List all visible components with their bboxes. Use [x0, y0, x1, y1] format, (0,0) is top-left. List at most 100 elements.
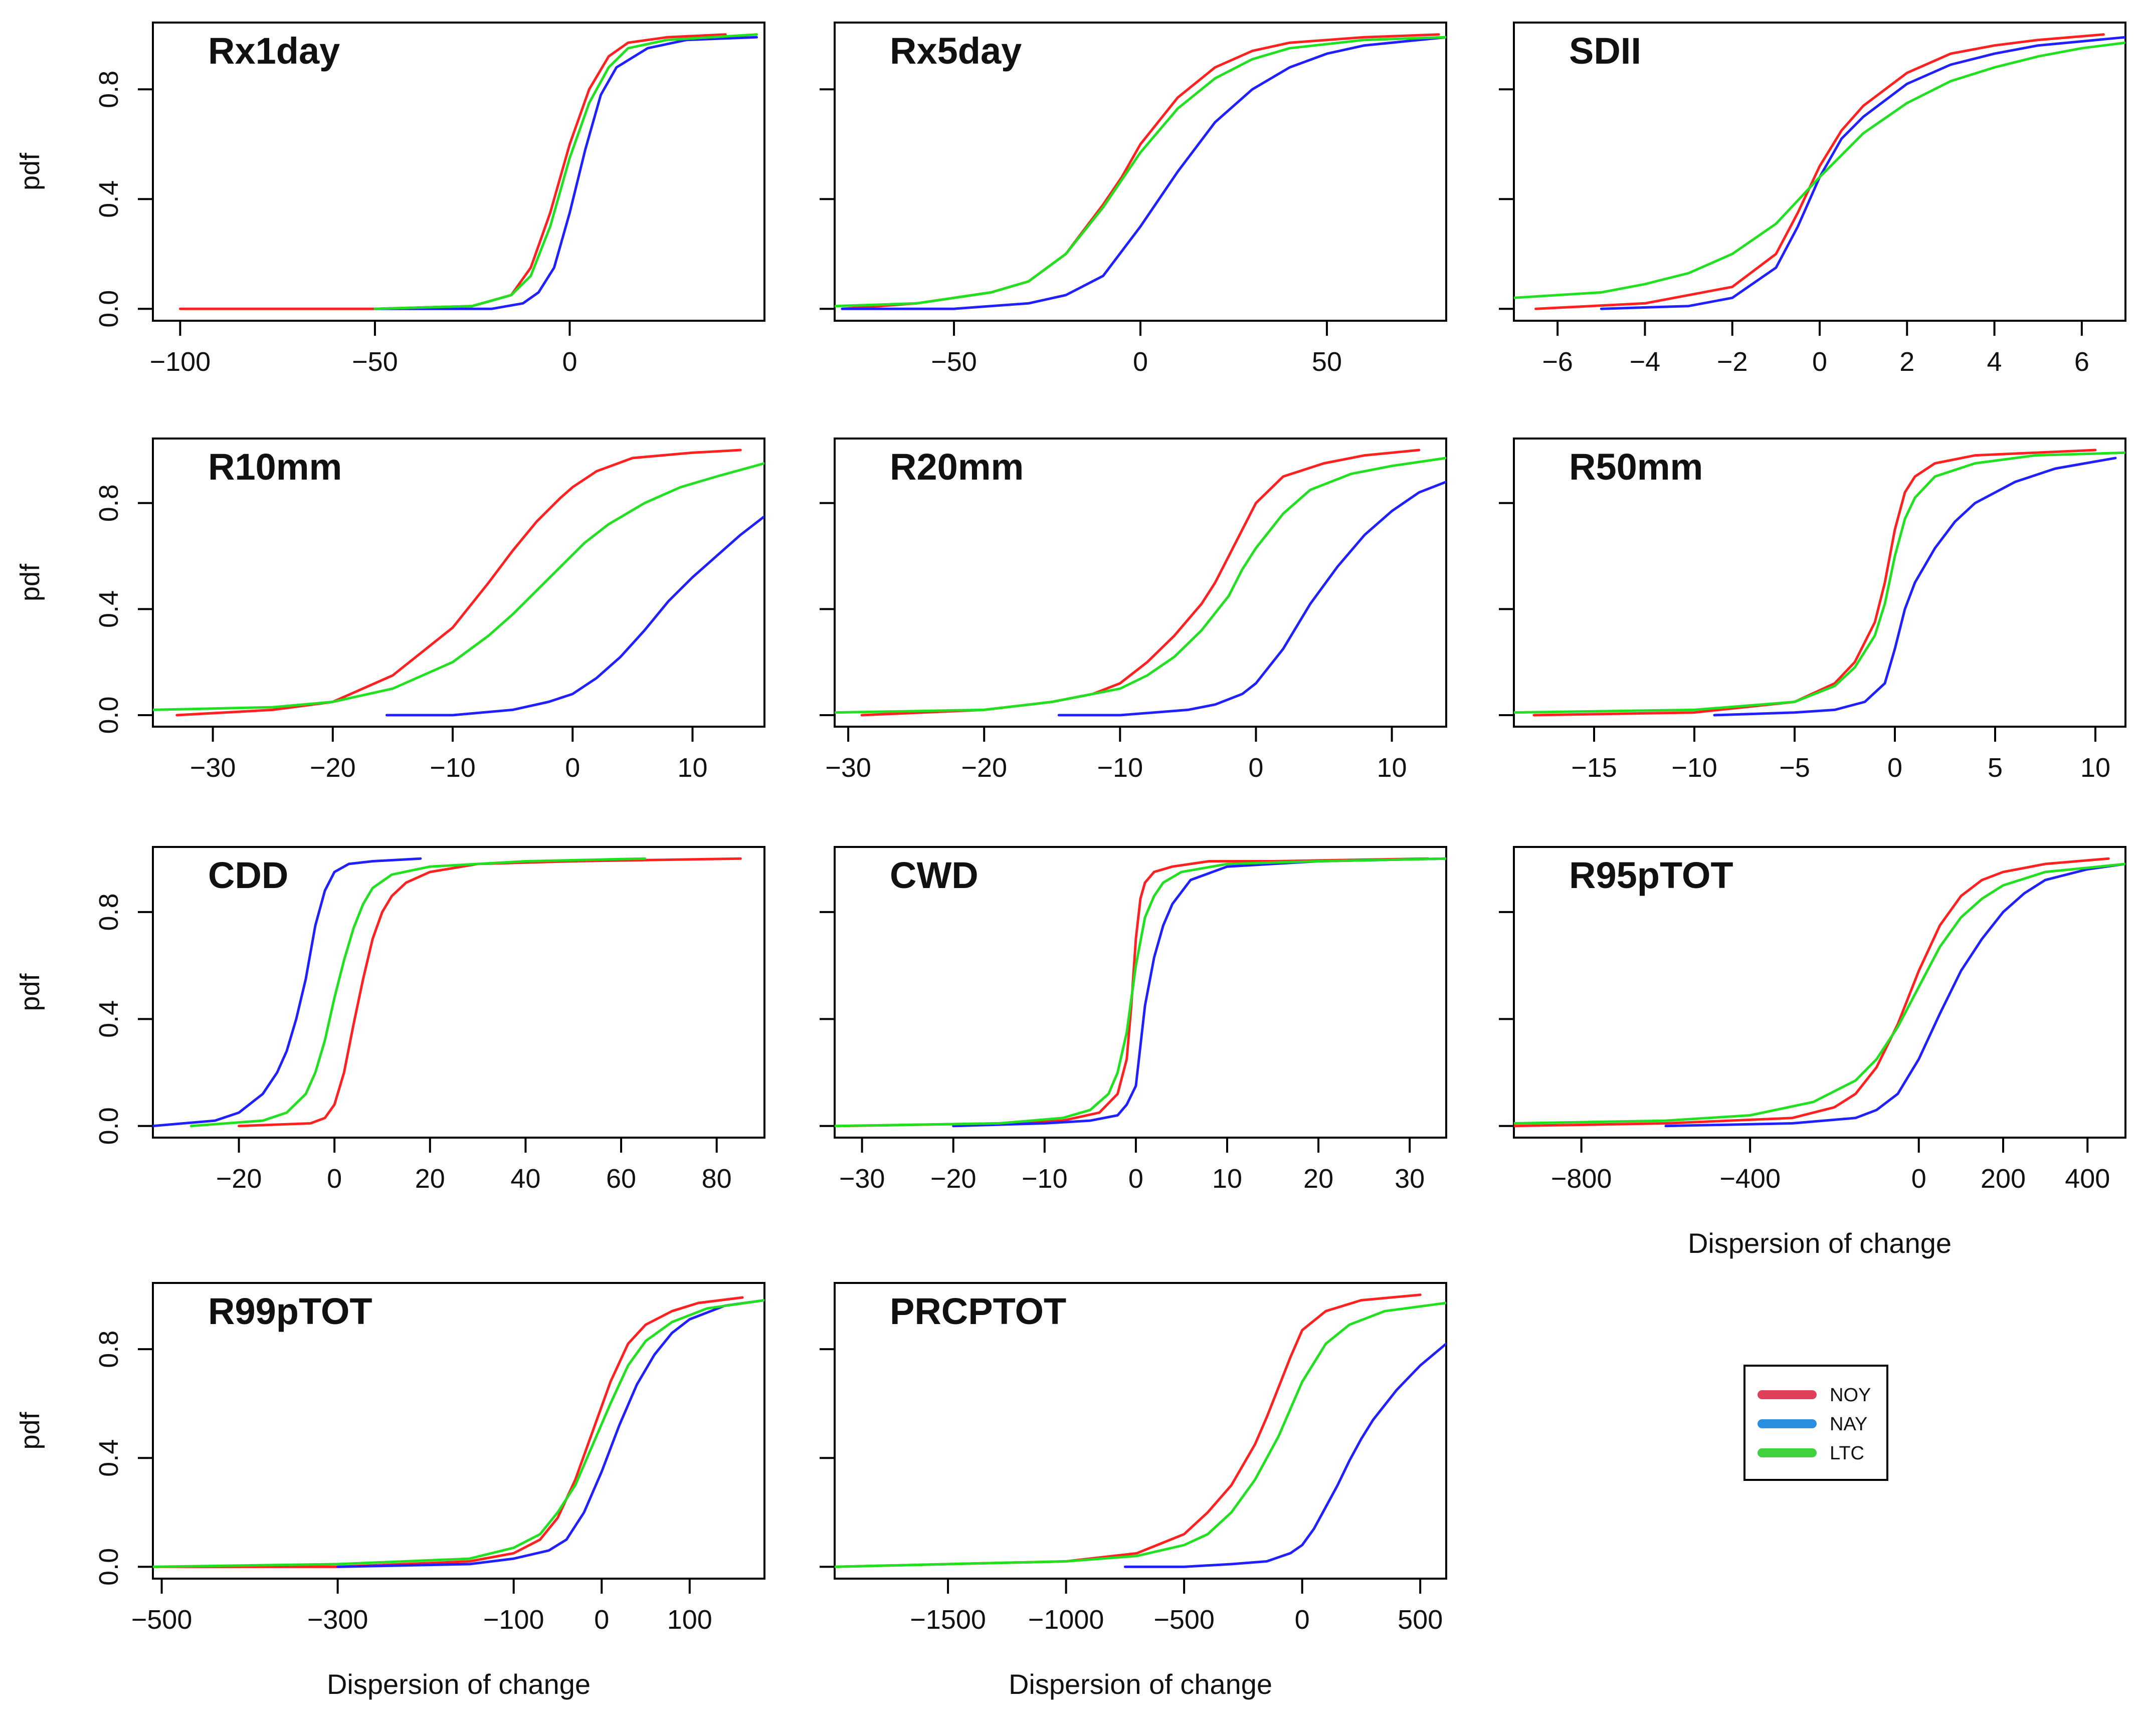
panel-title: R99pTOT: [208, 1290, 372, 1332]
x-tick-label: 0: [1812, 347, 1827, 377]
x-tick-label: 10: [677, 753, 707, 783]
series-line-noy: [841, 33, 1440, 310]
y-tick-label: 0.0: [94, 1548, 124, 1586]
x-tick-label: 200: [1981, 1164, 2026, 1194]
series-line-ltc: [835, 857, 1446, 1128]
panel-rx5day: Rx5day −50 0 50: [820, 22, 1447, 377]
x-tick-label: −1000: [1028, 1605, 1104, 1635]
y-tick-label: 0.4: [94, 1000, 124, 1038]
x-tick-label: −500: [131, 1605, 192, 1635]
y-tick-label: 0.4: [94, 1439, 124, 1477]
x-tick-label: −30: [839, 1164, 885, 1194]
legend: NOY NAY LTC: [1743, 1365, 1888, 1481]
plot-frame: [1513, 846, 2126, 1139]
x-tick-label: 400: [2065, 1164, 2110, 1194]
series-line-nay: [1664, 862, 2125, 1128]
panel-r20mm: R20mm −30 −20 −10 0 10: [820, 438, 1447, 783]
x-axis-label: Dispersion of change: [1009, 1668, 1272, 1700]
panel-title: Rx5day: [890, 30, 1022, 72]
x-tick-label: 0: [1887, 753, 1902, 783]
y-tick-label: 0.8: [94, 71, 124, 108]
x-tick-label: −6: [1542, 347, 1573, 377]
legend-label-ltc: LTC: [1830, 1443, 1864, 1464]
x-tick-label: 0: [1911, 1164, 1926, 1194]
legend-label-nay: NAY: [1830, 1414, 1867, 1435]
series-line-noy: [175, 449, 742, 717]
x-tick-label: 80: [702, 1164, 732, 1194]
x-tick-label: 0: [562, 347, 577, 377]
panel-title: R20mm: [890, 446, 1024, 488]
legend-label-noy: NOY: [1830, 1385, 1871, 1406]
series-line-noy: [178, 33, 727, 310]
x-tick-label: −20: [216, 1164, 262, 1194]
x-axis-label: Dispersion of change: [1688, 1227, 1952, 1259]
x-tick-label: 0: [1248, 753, 1263, 783]
series-line-noy: [1534, 33, 2105, 310]
x-tick-label: 6: [2074, 347, 2089, 377]
y-tick-label: 0.8: [94, 1331, 124, 1368]
x-tick-label: 40: [510, 1164, 540, 1194]
x-tick-label: −20: [930, 1164, 977, 1194]
plot-frame: [1513, 438, 2126, 728]
panel-title: R95pTOT: [1569, 854, 1733, 896]
series-line-nay: [1123, 1342, 1446, 1568]
y-tick-label: 0.8: [94, 893, 124, 931]
series-line-ltc: [835, 1301, 1446, 1568]
plot-frame: [834, 1282, 1447, 1580]
x-tick-label: −50: [352, 347, 398, 377]
series-line-nay: [841, 36, 1446, 310]
x-tick-label: −10: [1097, 753, 1143, 783]
series-line-noy: [1514, 857, 2110, 1128]
y-axis-label: pdf: [15, 1411, 45, 1449]
x-axis-label: Dispersion of change: [327, 1668, 591, 1700]
x-tick-label: 0: [327, 1164, 342, 1194]
x-tick-label: 5: [1988, 753, 2003, 783]
y-tick-label: 0.8: [94, 484, 124, 522]
series-line-noy: [860, 449, 1421, 717]
series-line-noy: [238, 857, 742, 1128]
series-line-nay: [1600, 36, 2125, 310]
panel-sdii: SDII −6 −4 −2 0 2 4 6: [1499, 22, 2126, 377]
panel-title: PRCPTOT: [890, 1290, 1066, 1332]
panel-title: R50mm: [1569, 446, 1703, 488]
series-line-nay: [1713, 457, 2117, 717]
x-tick-label: 0: [1128, 1164, 1143, 1194]
x-tick-label: −100: [483, 1605, 544, 1635]
y-axis-label: pdf: [15, 152, 45, 190]
panel-title: CWD: [890, 854, 979, 896]
x-tick-label: 20: [1303, 1164, 1333, 1194]
x-tick-label: −2: [1717, 347, 1748, 377]
x-tick-label: 4: [1987, 347, 2002, 377]
series-line-nay: [385, 515, 764, 717]
series-line-ltc: [153, 1299, 764, 1568]
x-tick-label: −300: [307, 1605, 368, 1635]
panel-title: CDD: [208, 854, 288, 896]
x-tick-label: 500: [1398, 1605, 1443, 1635]
series-line-noy: [835, 1293, 1422, 1568]
plot-frame: [152, 846, 765, 1139]
plot-frame: [834, 846, 1447, 1139]
panel-title: R10mm: [208, 446, 342, 488]
x-tick-label: −5: [1779, 753, 1810, 783]
series-line-noy: [153, 1296, 744, 1568]
x-tick-label: 100: [667, 1605, 712, 1635]
x-tick-label: −4: [1630, 347, 1661, 377]
x-tick-label: 2: [1899, 347, 1914, 377]
series-line-ltc: [1514, 862, 2125, 1125]
series-line-nay: [952, 857, 1446, 1128]
series-line-ltc: [373, 33, 758, 310]
series-line-ltc: [835, 457, 1446, 714]
series-line-ltc: [153, 462, 764, 711]
x-tick-label: −500: [1153, 1605, 1215, 1635]
y-tick-label: 0.0: [94, 290, 124, 328]
y-tick-label: 0.4: [94, 180, 124, 218]
x-tick-label: 0: [594, 1605, 609, 1635]
x-tick-label: −20: [310, 753, 356, 783]
x-tick-label: −15: [1571, 753, 1617, 783]
x-tick-label: −10: [430, 753, 476, 783]
x-tick-label: −800: [1551, 1164, 1612, 1194]
panel-r95ptot: R95pTOT −800 −400 0 200 400 Dispersion of chan…: [1499, 846, 2126, 1259]
panel-title: SDII: [1569, 30, 1641, 72]
x-tick-label: 60: [606, 1164, 636, 1194]
series-line-ltc: [1514, 41, 2125, 299]
